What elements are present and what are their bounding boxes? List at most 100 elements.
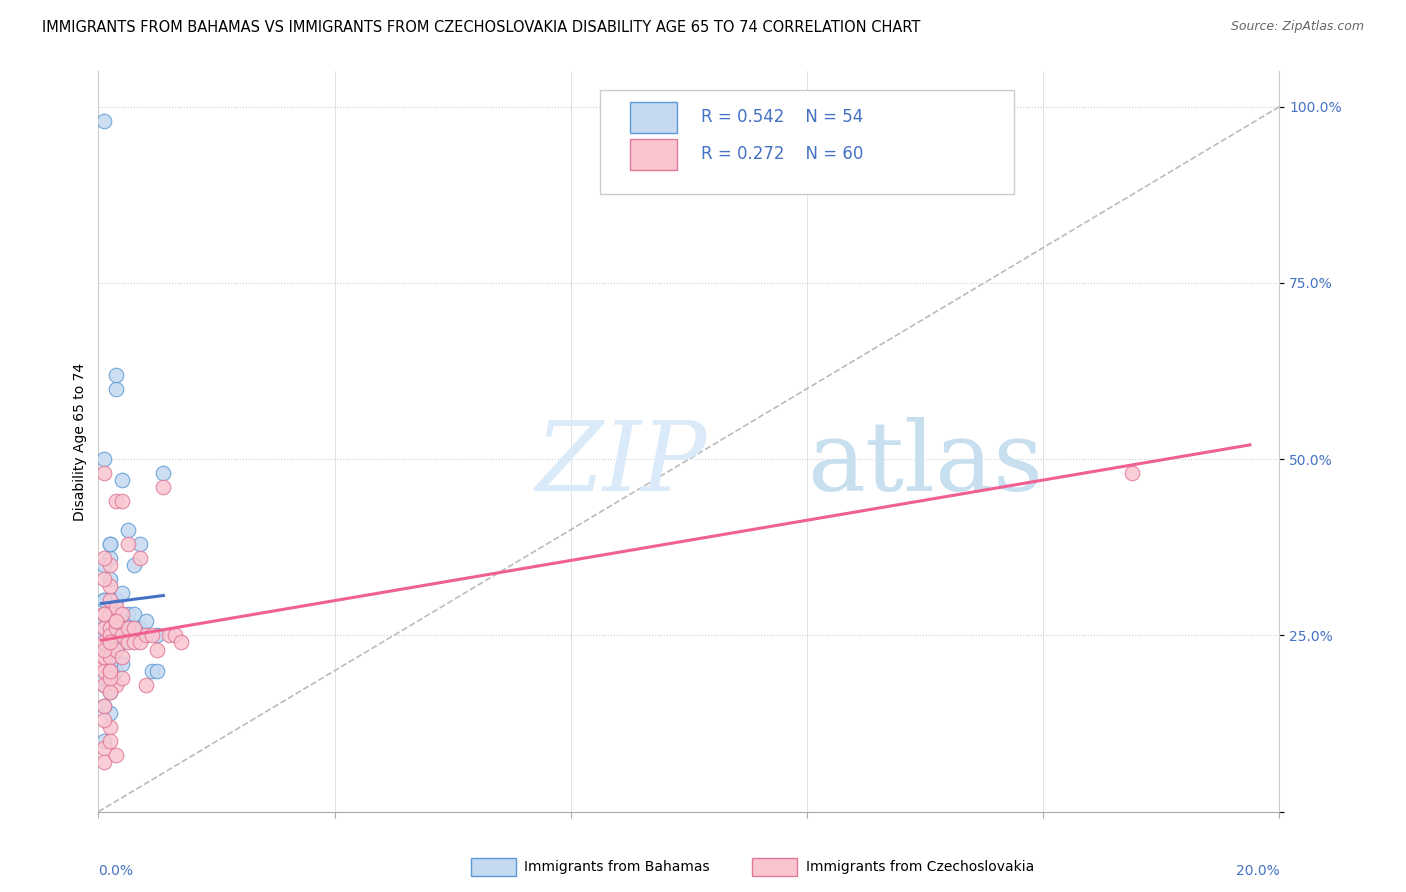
Point bbox=[93, 649, 115, 664]
Point bbox=[128, 537, 150, 551]
Point bbox=[1121, 467, 1143, 481]
Point bbox=[93, 649, 115, 664]
Point bbox=[117, 621, 139, 635]
Point bbox=[135, 615, 157, 629]
Point bbox=[111, 494, 134, 508]
Point bbox=[93, 615, 115, 629]
Point bbox=[117, 537, 139, 551]
Text: 20.0%: 20.0% bbox=[1236, 863, 1279, 878]
Point bbox=[98, 649, 121, 664]
Point bbox=[93, 664, 115, 678]
Point bbox=[93, 756, 115, 770]
Point bbox=[98, 537, 121, 551]
Point bbox=[122, 558, 145, 572]
Point bbox=[117, 523, 139, 537]
Point bbox=[105, 382, 128, 396]
Point bbox=[93, 113, 115, 128]
Point bbox=[105, 593, 128, 607]
Point bbox=[117, 607, 139, 622]
Text: Immigrants from Bahamas: Immigrants from Bahamas bbox=[524, 860, 710, 874]
Point bbox=[93, 550, 115, 565]
Point bbox=[105, 642, 128, 657]
Point bbox=[93, 713, 115, 727]
Point bbox=[98, 685, 121, 699]
Point bbox=[122, 621, 145, 635]
Point bbox=[98, 615, 121, 629]
Point bbox=[105, 494, 128, 508]
Point bbox=[111, 649, 134, 664]
Point bbox=[93, 698, 115, 713]
Point bbox=[146, 642, 169, 657]
Point bbox=[98, 664, 121, 678]
FancyBboxPatch shape bbox=[630, 102, 678, 133]
Point bbox=[122, 607, 145, 622]
Point bbox=[157, 628, 180, 642]
Point bbox=[128, 621, 150, 635]
Point bbox=[93, 671, 115, 685]
FancyBboxPatch shape bbox=[600, 90, 1014, 194]
Point bbox=[152, 480, 174, 494]
Point bbox=[93, 642, 115, 657]
Point bbox=[93, 734, 115, 748]
Point bbox=[98, 664, 121, 678]
Point bbox=[141, 628, 163, 642]
Point bbox=[93, 649, 115, 664]
Point bbox=[146, 664, 169, 678]
Point bbox=[122, 621, 145, 635]
Point bbox=[93, 628, 115, 642]
Text: ZIP: ZIP bbox=[536, 417, 707, 511]
Point bbox=[117, 621, 139, 635]
Point bbox=[93, 558, 115, 572]
Point bbox=[93, 593, 115, 607]
Point bbox=[105, 748, 128, 763]
Point bbox=[111, 635, 134, 649]
Point bbox=[93, 572, 115, 586]
Point bbox=[105, 615, 128, 629]
Point bbox=[98, 572, 121, 586]
Point bbox=[98, 607, 121, 622]
Point bbox=[98, 558, 121, 572]
Point bbox=[93, 607, 115, 622]
Point bbox=[98, 593, 121, 607]
Point bbox=[105, 615, 128, 629]
Point bbox=[90, 635, 112, 649]
Point bbox=[111, 671, 134, 685]
Y-axis label: Disability Age 65 to 74: Disability Age 65 to 74 bbox=[73, 362, 87, 521]
Point bbox=[135, 628, 157, 642]
Point bbox=[105, 621, 128, 635]
Text: R = 0.542    N = 54: R = 0.542 N = 54 bbox=[700, 108, 863, 126]
Text: atlas: atlas bbox=[807, 417, 1043, 511]
Point bbox=[111, 657, 134, 671]
FancyBboxPatch shape bbox=[630, 139, 678, 169]
Point bbox=[93, 621, 115, 635]
Point bbox=[93, 452, 115, 467]
Point bbox=[105, 615, 128, 629]
Point bbox=[98, 537, 121, 551]
Point bbox=[98, 635, 121, 649]
Point bbox=[111, 473, 134, 487]
Text: IMMIGRANTS FROM BAHAMAS VS IMMIGRANTS FROM CZECHOSLOVAKIA DISABILITY AGE 65 TO 7: IMMIGRANTS FROM BAHAMAS VS IMMIGRANTS FR… bbox=[42, 20, 921, 35]
Point bbox=[98, 621, 121, 635]
Point bbox=[111, 628, 134, 642]
Point bbox=[146, 628, 169, 642]
Point bbox=[98, 657, 121, 671]
Point bbox=[128, 550, 150, 565]
Point bbox=[105, 368, 128, 382]
Point bbox=[105, 678, 128, 692]
Point bbox=[90, 657, 112, 671]
Point bbox=[93, 664, 115, 678]
Point bbox=[98, 628, 121, 642]
Point bbox=[105, 628, 128, 642]
Point bbox=[93, 741, 115, 756]
Point bbox=[135, 678, 157, 692]
Point bbox=[93, 607, 115, 622]
Point bbox=[111, 586, 134, 600]
Text: Source: ZipAtlas.com: Source: ZipAtlas.com bbox=[1230, 20, 1364, 33]
Point bbox=[93, 678, 115, 692]
Point bbox=[98, 550, 121, 565]
Point bbox=[105, 600, 128, 615]
Point bbox=[93, 698, 115, 713]
Point bbox=[98, 706, 121, 720]
Point bbox=[98, 628, 121, 642]
Point bbox=[98, 734, 121, 748]
